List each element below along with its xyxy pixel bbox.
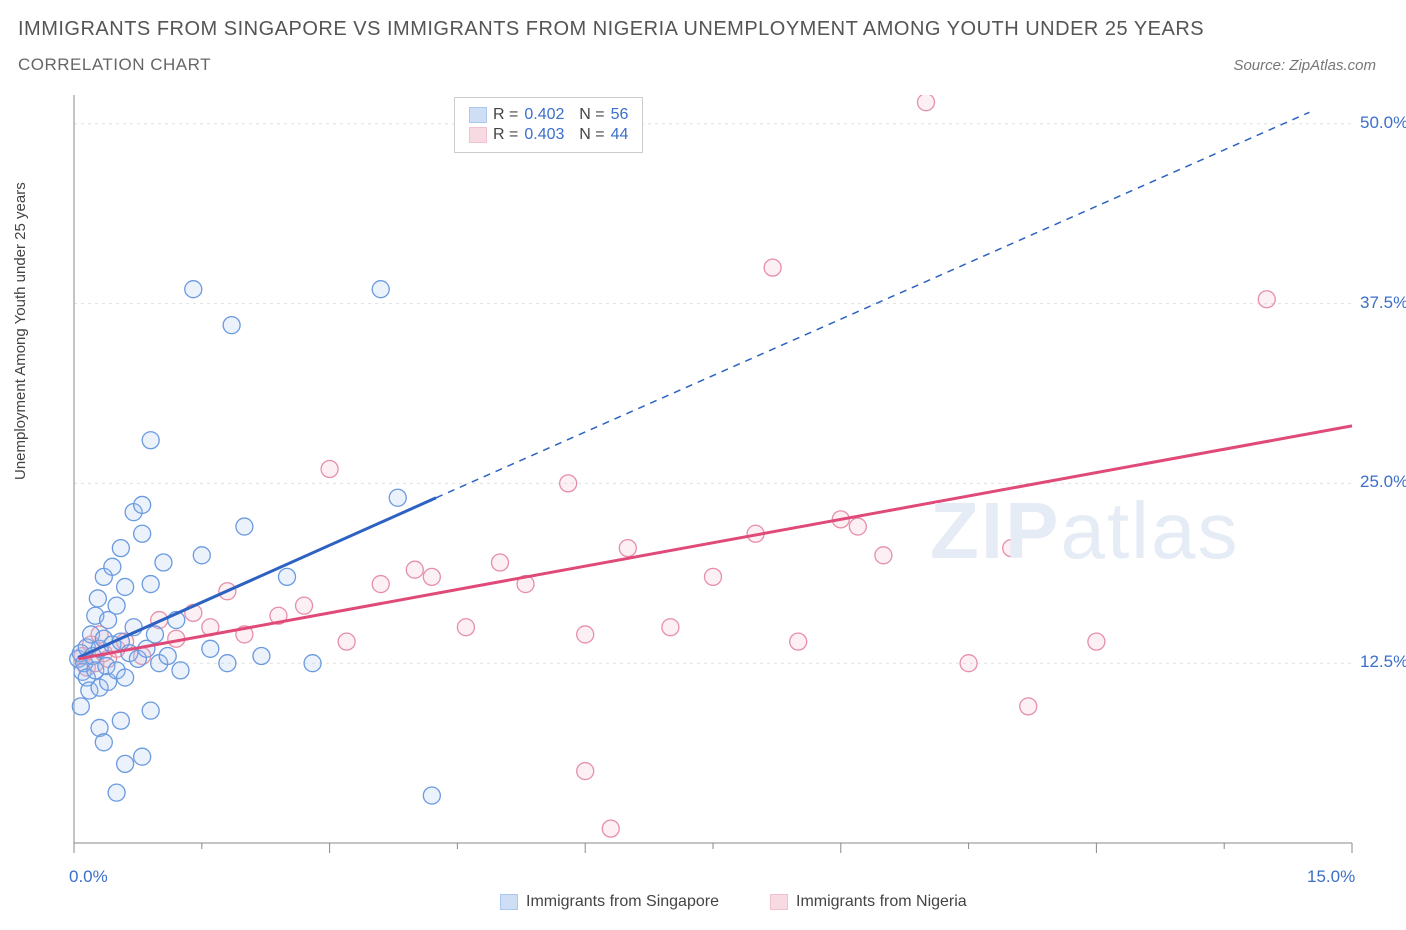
series-legend-item: Immigrants from Singapore bbox=[500, 893, 719, 911]
legend-swatch bbox=[500, 894, 518, 910]
x-tick-label: 15.0% bbox=[1307, 867, 1355, 887]
source-attribution: Source: ZipAtlas.com bbox=[1233, 57, 1376, 74]
legend-label: Immigrants from Singapore bbox=[526, 893, 719, 911]
legend-swatch bbox=[770, 894, 788, 910]
y-tick-label: 50.0% bbox=[1360, 113, 1406, 133]
r-label: R = bbox=[493, 106, 518, 124]
r-label: R = bbox=[493, 126, 518, 144]
r-value: 0.403 bbox=[524, 126, 564, 144]
y-tick-label: 37.5% bbox=[1360, 293, 1406, 313]
r-value: 0.402 bbox=[524, 106, 564, 124]
scatter-chart bbox=[60, 95, 1380, 865]
stats-legend-row: R = 0.402 N = 56 bbox=[469, 106, 628, 124]
x-tick-label: 0.0% bbox=[69, 867, 108, 887]
n-value: 44 bbox=[611, 126, 629, 144]
y-tick-label: 12.5% bbox=[1360, 652, 1406, 672]
stats-legend-row: R = 0.403 N = 44 bbox=[469, 126, 628, 144]
legend-swatch bbox=[469, 107, 487, 123]
y-tick-label: 25.0% bbox=[1360, 472, 1406, 492]
legend-swatch bbox=[469, 127, 487, 143]
chart-subtitle: CORRELATION CHART bbox=[18, 55, 211, 75]
chart-svg bbox=[60, 95, 1380, 865]
series-legend-item: Immigrants from Nigeria bbox=[770, 893, 967, 911]
chart-title: IMMIGRANTS FROM SINGAPORE VS IMMIGRANTS … bbox=[18, 18, 1406, 41]
n-label: N = bbox=[570, 106, 604, 124]
y-axis-label: Unemployment Among Youth under 25 years bbox=[12, 182, 29, 480]
n-label: N = bbox=[570, 126, 604, 144]
legend-label: Immigrants from Nigeria bbox=[796, 893, 967, 911]
n-value: 56 bbox=[611, 106, 629, 124]
stats-legend: R = 0.402 N = 56 R = 0.403 N = 44 bbox=[454, 97, 643, 153]
